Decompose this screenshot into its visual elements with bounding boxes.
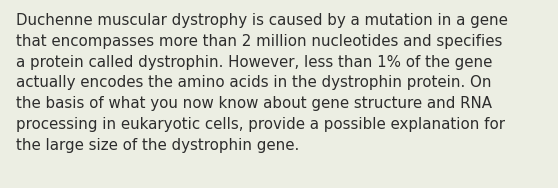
Text: Duchenne muscular dystrophy is caused by a mutation in a gene
that encompasses m: Duchenne muscular dystrophy is caused by… (16, 13, 507, 153)
